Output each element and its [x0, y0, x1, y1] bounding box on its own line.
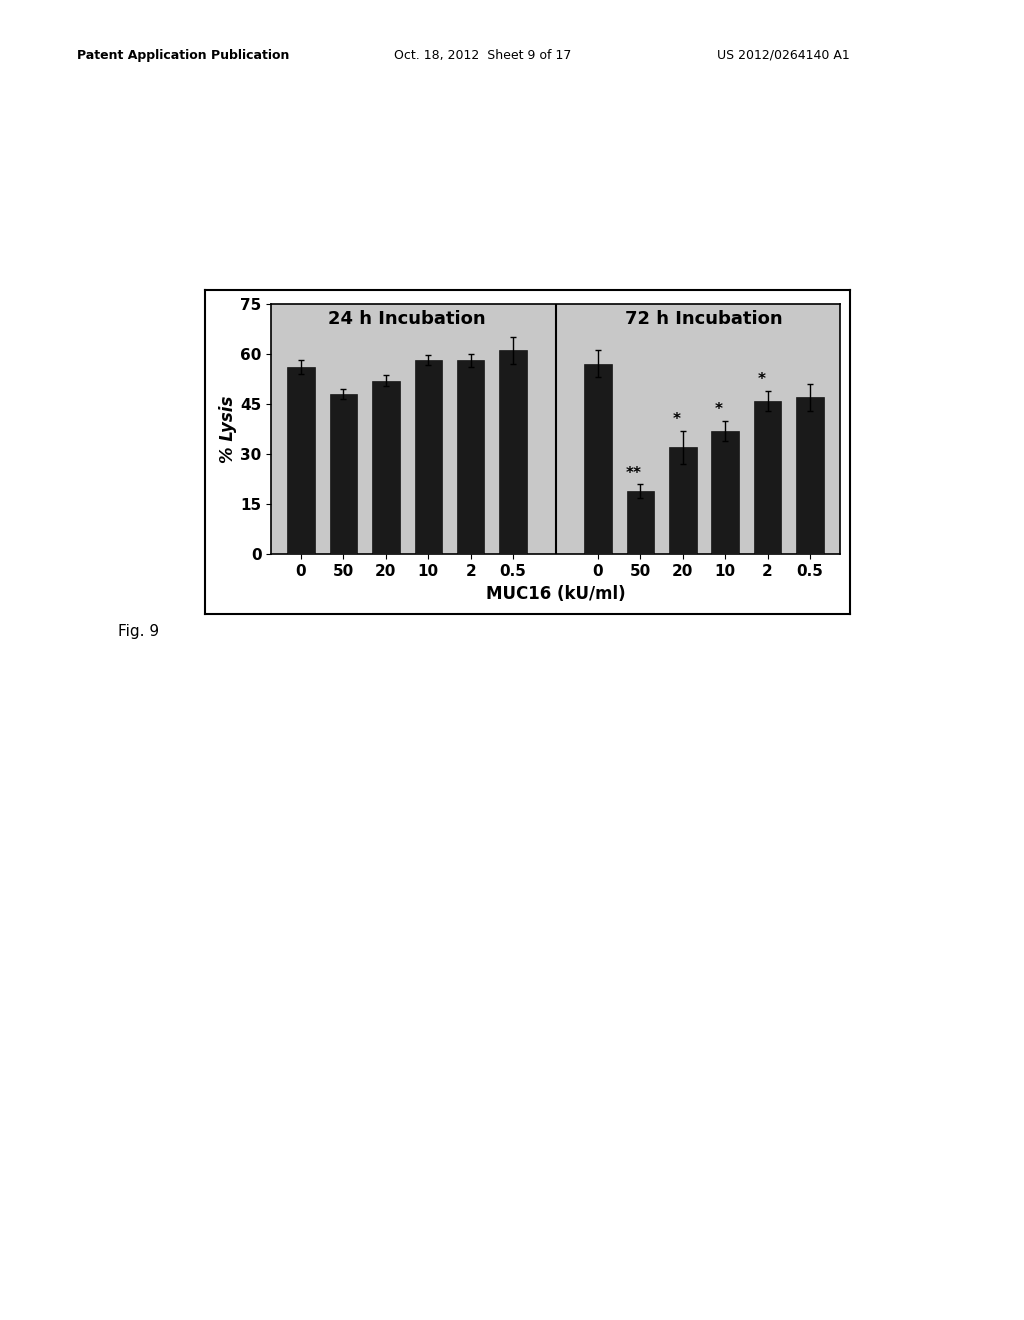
Text: 24 h Incubation: 24 h Incubation [329, 310, 486, 329]
Text: *: * [673, 412, 680, 428]
Text: **: ** [626, 466, 642, 480]
Bar [288, 367, 314, 554]
Bar [330, 393, 357, 554]
Bar [415, 360, 442, 554]
Bar [669, 447, 696, 554]
Text: *: * [715, 403, 723, 417]
X-axis label: MUC16 (kU/ml): MUC16 (kU/ml) [485, 585, 626, 603]
Text: US 2012/0264140 A1: US 2012/0264140 A1 [717, 49, 850, 62]
Bar [754, 400, 781, 554]
Text: 72 h Incubation: 72 h Incubation [625, 310, 782, 329]
Bar [712, 430, 739, 554]
Bar [457, 360, 484, 554]
Text: Patent Application Publication: Patent Application Publication [77, 49, 289, 62]
Y-axis label: % Lysis: % Lysis [219, 395, 238, 463]
Bar [797, 397, 823, 554]
Text: *: * [757, 372, 765, 387]
Bar [500, 350, 527, 554]
Bar [584, 364, 611, 554]
Text: Fig. 9: Fig. 9 [118, 624, 159, 639]
Text: Oct. 18, 2012  Sheet 9 of 17: Oct. 18, 2012 Sheet 9 of 17 [394, 49, 571, 62]
Bar [627, 491, 654, 554]
Bar [372, 380, 399, 554]
